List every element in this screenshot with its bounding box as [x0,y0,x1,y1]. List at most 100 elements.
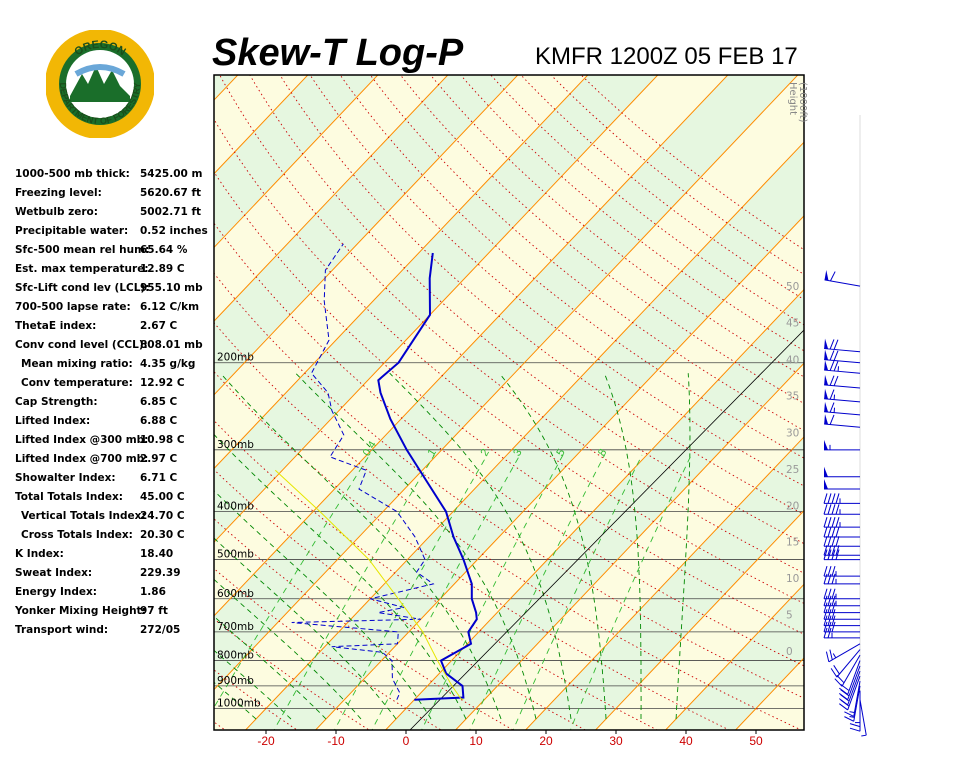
mixing-ratio-line [214,454,370,709]
index-label: Lifted Index @300 mb: [15,434,149,446]
index-value: 6.71 C [140,472,178,484]
isotherm-line [214,75,799,691]
wind-barb [823,627,860,639]
wind-barb [844,680,861,717]
wind-barb [844,685,861,722]
index-value: 2.67 C [140,320,178,332]
wind-barb [825,643,861,663]
wind-barb [824,414,861,428]
isotherm-band [0,68,104,734]
index-value: 6.85 C [140,396,178,408]
dry-adiabat [214,518,515,730]
wind-barb [824,349,861,364]
index-value: 808.01 mb [140,339,203,351]
height-tick-label: 35 [786,391,799,403]
isotherm-line [454,362,804,730]
index-label: Total Totals Index: [15,491,123,503]
index-label: ThetaE index: [15,320,97,332]
x-tick-label: -20 [257,734,275,748]
height-tick-label: 45 [786,318,799,330]
height-tick-label: 25 [786,464,799,476]
index-label: Showalter Index: [15,472,116,484]
index-label: Mean mixing ratio: [21,358,133,370]
isotherm-line [0,68,34,734]
wind-barb [824,479,860,490]
height-tick-label: 50 [786,281,799,293]
index-value: 5002.71 ft [140,206,202,218]
pressure-label: 900mb [217,675,254,687]
reference-line [409,329,804,730]
mixing-ratio-line [421,454,564,730]
index-value: 955.10 mb [140,282,203,294]
wind-barb [823,609,860,620]
index-value: 45.00 C [140,491,185,503]
pressure-label: 600mb [217,588,254,600]
index-value: 229.39 [140,567,181,579]
moist-adiabat [214,537,397,720]
isotherm-line [214,75,379,249]
wind-barb [824,269,861,287]
height-tick-label: 15 [786,537,799,549]
x-tick-label: -10 [327,734,345,748]
index-value: 0.52 inches [140,225,208,237]
wind-barb [823,565,860,577]
index-label: Energy Index: [15,586,97,598]
wind-barb [824,360,861,374]
height-axis-label: (1000ft) [797,82,808,123]
index-value: 12.89 C [140,263,185,275]
isotherm-line [214,75,589,470]
index-value: 24.70 C [140,510,185,522]
mixing-ratio-label: 5 [554,447,567,459]
height-tick-label: 5 [786,609,793,621]
isotherm-line [664,583,804,730]
dry-adiabat [309,75,804,487]
x-tick-label: 30 [609,734,623,748]
wind-barb [859,699,867,737]
height-tick-label: 40 [786,354,799,366]
height-axis-label: Height [787,82,798,115]
isotherm-line [594,509,804,730]
index-label: 1000-500 mb thick: [15,168,130,180]
moist-adiabat [389,372,572,720]
oregon-forestry-logo: OREGON DEPARTMENT OF FORESTRY [46,30,154,138]
index-label: Lifted Index @700 mb: [15,453,149,465]
wind-barb [823,615,860,627]
index-label: Freezing level: [15,187,102,199]
pressure-label: 700mb [217,621,254,633]
pressure-label: 800mb [217,650,254,662]
wind-barb [824,401,861,416]
moist-adiabat [603,373,642,719]
plot-frame [213,74,805,731]
wind-barb [823,588,860,600]
wind-barb [824,388,861,403]
index-value: 20.30 C [140,529,185,541]
isotherm-line [524,436,804,730]
index-label: Sfc-500 mean rel hum: [15,244,150,256]
mixing-ratio-line [273,454,435,730]
wind-barb [824,439,860,451]
pressure-label: 1000mb [217,698,261,710]
wind-barb [823,493,860,504]
index-label: 700-500 lapse rate: [15,301,131,313]
wind-barb [823,504,860,515]
isotherm-band [214,75,238,101]
page-title: Skew-T Log-P [212,32,464,74]
parcel-profile [274,469,464,701]
index-value: 4.35 g/kg [140,358,196,370]
wind-barb [823,526,860,538]
pressure-label: 500mb [217,549,254,561]
index-value: 12.92 C [140,377,185,389]
mixing-ratio-line [334,454,488,730]
index-label: Transport wind: [15,624,109,636]
height-tick-label: 0 [786,646,793,658]
temperature-profile [377,252,478,701]
wind-barb [839,675,861,711]
index-label: Conv cond level (CCL): [15,339,148,351]
pressure-label: 200mb [217,352,254,364]
height-tick-label: 10 [786,573,799,585]
index-label: Lifted Index: [15,415,91,427]
isotherm-line [0,68,174,734]
wind-barb [823,536,860,547]
dewpoint-profile [291,243,435,700]
